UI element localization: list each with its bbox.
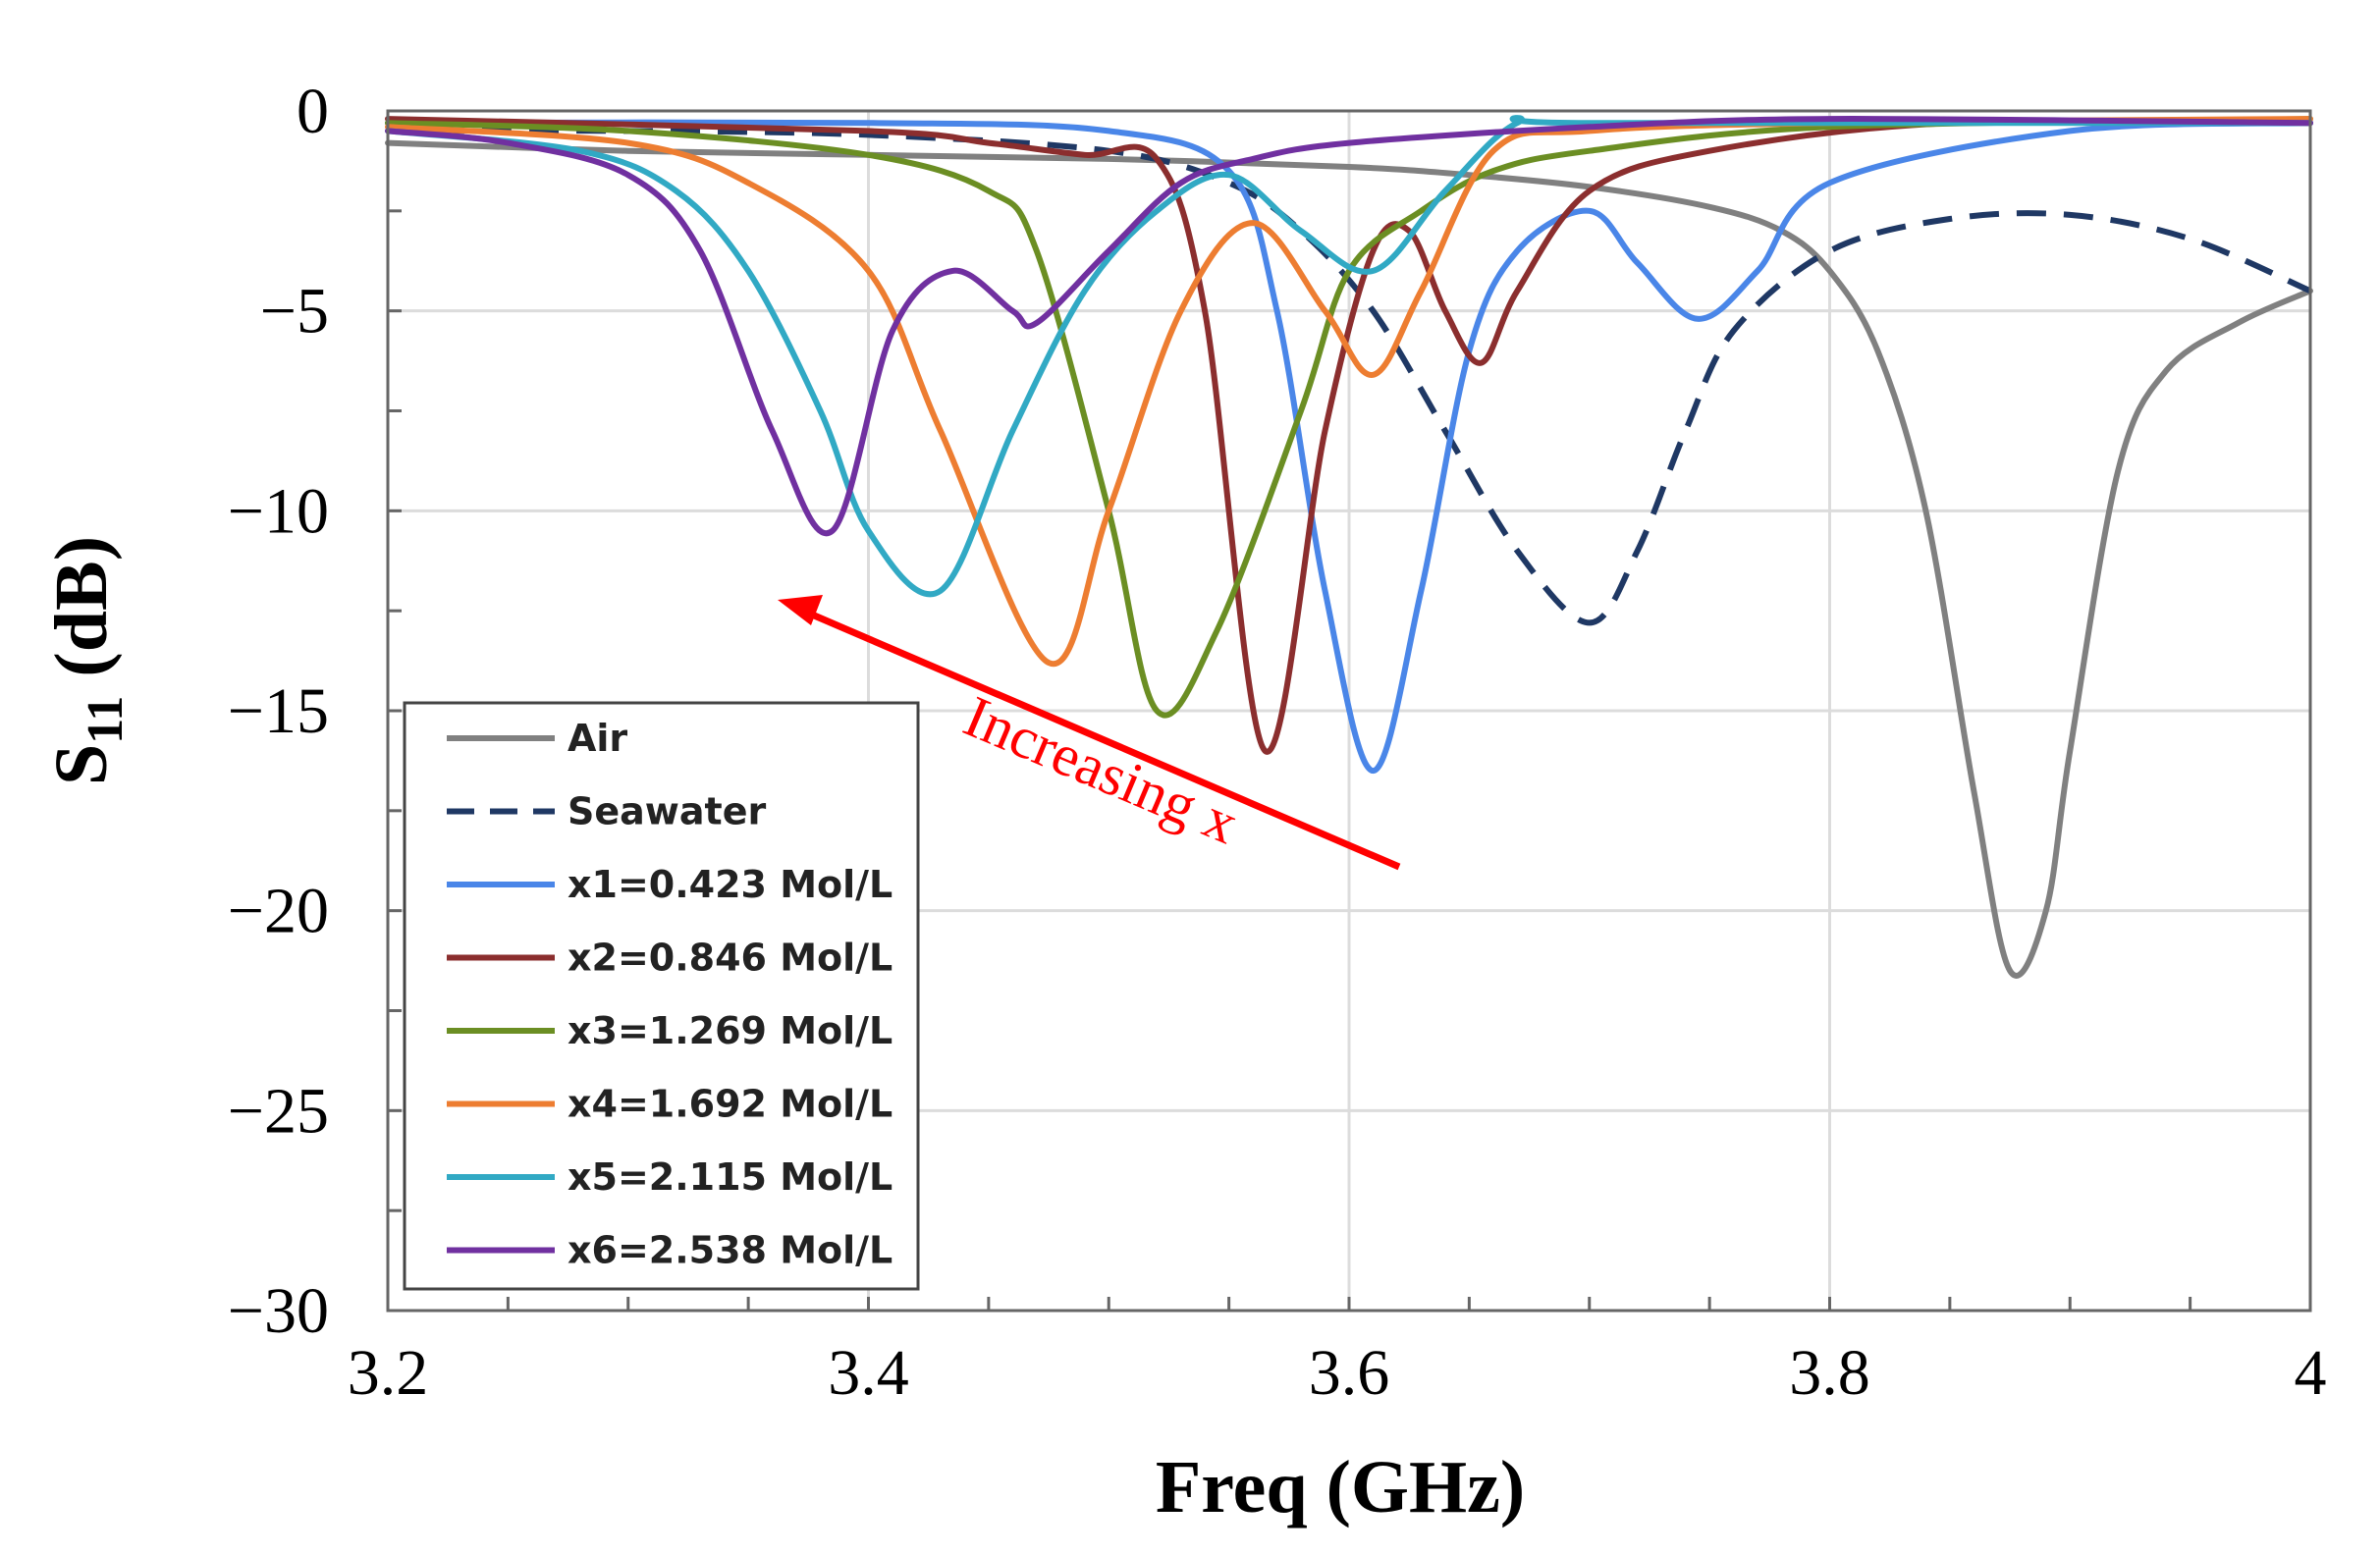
legend-label: x3=1.269 Mol/L <box>568 1009 892 1052</box>
series-line <box>385 139 2313 979</box>
y-tick-label: 0 <box>297 76 329 147</box>
legend-label: x1=0.423 Mol/L <box>568 863 892 906</box>
series-line <box>385 116 2313 537</box>
y-tick-label: −25 <box>228 1075 329 1147</box>
y-axis-title-unit: (dB) <box>40 536 123 696</box>
series-line <box>385 119 2313 775</box>
legend-label: x4=1.692 Mol/L <box>568 1083 892 1126</box>
y-axis-title-sub: 11 <box>78 696 134 744</box>
minor-ticks <box>388 209 2192 1311</box>
legend-box <box>403 701 920 1291</box>
legend: Air Seawater x1=0.423 Mol/L x2=0.846 Mol/L x… <box>403 701 920 1291</box>
series-line <box>387 128 2312 626</box>
series-line <box>385 116 2313 719</box>
y-tick-label: −15 <box>228 675 329 747</box>
legend-label: x2=0.846 Mol/L <box>568 937 892 980</box>
x-tick-label: 3.4 <box>828 1337 909 1409</box>
y-tick-label: −30 <box>228 1275 329 1347</box>
y-tick-label: −5 <box>260 276 329 348</box>
x-tick-label: 3.8 <box>1789 1337 1870 1409</box>
y-axis-title-main: S <box>40 744 123 785</box>
y-axis-title: S11 (dB) <box>40 536 134 785</box>
legend-label: Seawater <box>568 790 766 833</box>
x-tick-labels: 3.2 3.4 3.6 3.8 4 <box>348 1337 2327 1409</box>
series-line <box>385 116 2313 755</box>
x-tick-label: 3.6 <box>1309 1337 1390 1409</box>
y-tick-labels: 0 −5 −10 −15 −20 −25 −30 <box>228 76 329 1347</box>
plot-frame <box>386 109 2312 1313</box>
series-line <box>385 116 2313 668</box>
svg-text:S11 (dB): S11 (dB) <box>40 536 134 785</box>
annotation-arrowhead <box>778 595 823 625</box>
y-tick-label: −10 <box>228 475 329 547</box>
x-tick-label: 4 <box>2295 1337 2327 1409</box>
series-line <box>385 115 2313 598</box>
annotation-arrow-shaft <box>803 608 1401 871</box>
legend-label: Air <box>568 717 627 760</box>
x-axis-title: Freq (GHz) <box>1156 1446 1525 1528</box>
x-tick-label: 3.2 <box>348 1337 429 1409</box>
series-layer <box>385 115 2313 979</box>
legend-label: x5=2.115 Mol/L <box>568 1155 892 1199</box>
legend-label: x6=2.538 Mol/L <box>568 1229 892 1272</box>
y-tick-label: −20 <box>228 876 329 947</box>
